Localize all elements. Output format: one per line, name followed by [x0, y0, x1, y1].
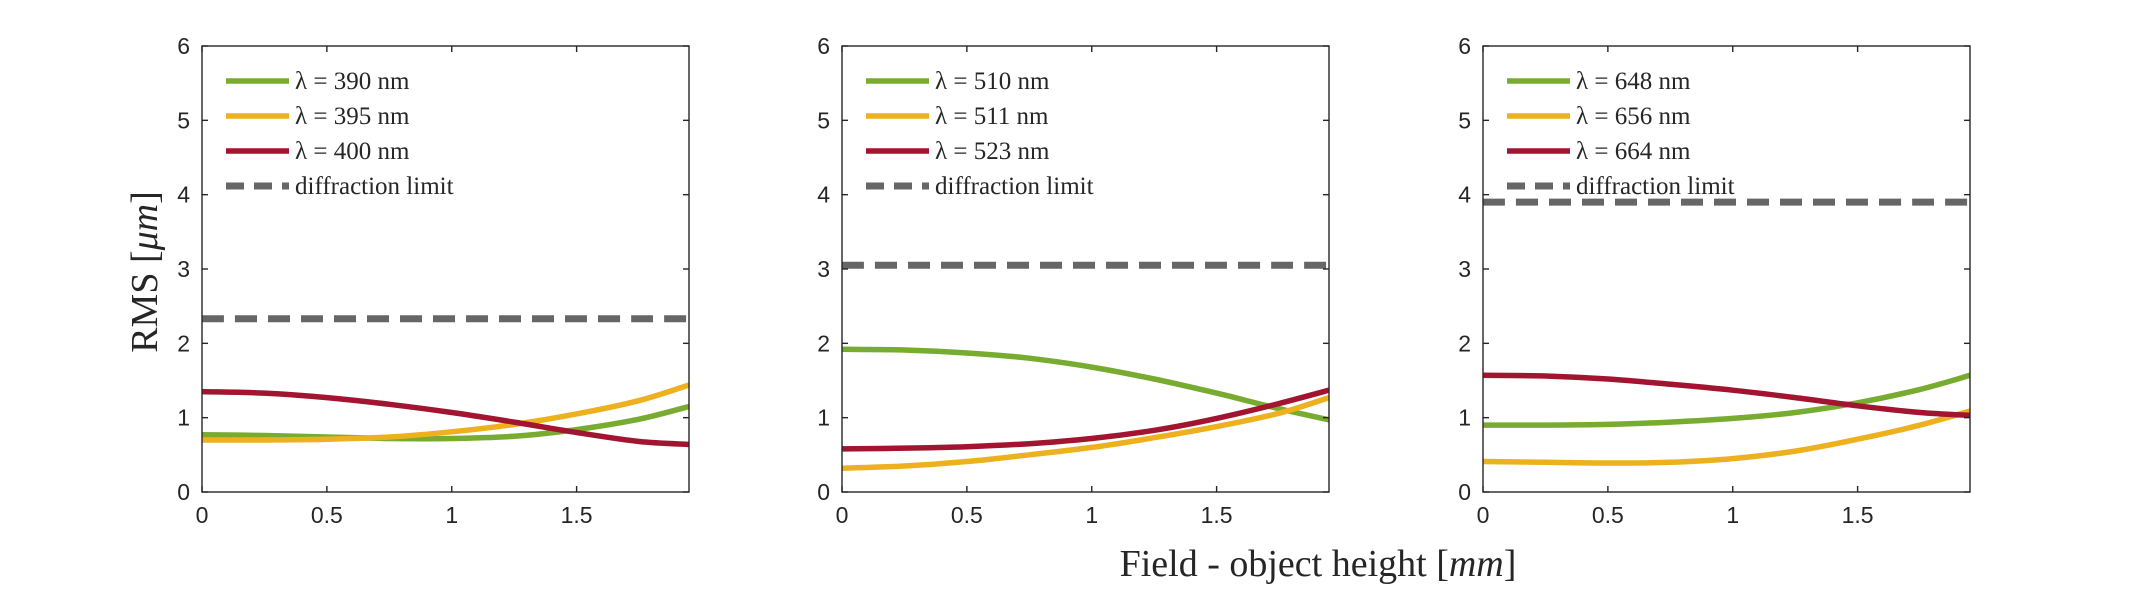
chart-panel-1: 0 1 2 3 4 5 6 0 0.5 1 1.5 λ = 390 nm λ = 395 nm λ = 4… [177, 33, 690, 528]
y-tick-label: 1 [1458, 405, 1471, 431]
x-tick-label: 0 [1477, 502, 1490, 528]
plot-area [842, 46, 1329, 492]
legend-entry: λ = 510 nm [935, 68, 1050, 95]
y-tick-label: 0 [817, 479, 830, 505]
x-tick-label: 0.5 [951, 502, 983, 528]
series-line [202, 382, 689, 443]
y-axis-title: RMS [μm] [124, 191, 166, 353]
y-tick-label: 5 [177, 107, 190, 133]
plot-area [202, 46, 689, 492]
y-tick-label: 6 [1458, 33, 1471, 59]
legend: λ = 510 nm λ = 511 nm λ = 523 nm diffractio… [866, 68, 1094, 200]
x-tick-label: 0 [836, 502, 849, 528]
y-tick-label: 3 [1458, 256, 1471, 282]
y-tick-label: 3 [177, 256, 190, 282]
x-axis-title: Field - object height [mm] [1120, 543, 1517, 585]
legend: λ = 390 nm λ = 395 nm λ = 400 nm diffractio… [226, 68, 454, 200]
legend-entry: λ = 511 nm [935, 103, 1049, 130]
legend-entry: λ = 656 nm [1576, 103, 1691, 130]
legend-entry: λ = 648 nm [1576, 68, 1691, 95]
series-line [842, 387, 1329, 452]
legend-entry: diffraction limit [935, 173, 1094, 200]
y-tick-label: 4 [177, 182, 190, 208]
legend-entry: diffraction limit [1576, 173, 1735, 200]
x-tick-label: 1.5 [561, 502, 593, 528]
y-tick-label: 6 [177, 33, 190, 59]
series-lines [842, 261, 1329, 471]
x-tick-label: 1 [1085, 502, 1098, 528]
x-tick-label: 0.5 [311, 502, 343, 528]
y-tick-label: 6 [817, 33, 830, 59]
legend-entry: λ = 395 nm [295, 103, 410, 130]
x-tick-label: 1 [445, 502, 458, 528]
y-tick-label: 2 [817, 330, 830, 356]
y-tick-label: 5 [817, 107, 830, 133]
y-tick-label: 3 [817, 256, 830, 282]
x-tick-label: 1 [1726, 502, 1739, 528]
series-line [1483, 372, 1970, 419]
y-tick-label: 1 [817, 405, 830, 431]
legend-entry: diffraction limit [295, 173, 454, 200]
legend-entry: λ = 390 nm [295, 68, 410, 95]
series-line [842, 394, 1329, 471]
series-lines [202, 315, 689, 448]
y-tick-label: 2 [1458, 330, 1471, 356]
legend-entry: λ = 664 nm [1576, 138, 1691, 165]
series-line [202, 388, 689, 448]
legend-entry: λ = 523 nm [935, 138, 1050, 165]
chart-panels: 0 1 2 3 4 5 6 0 0.5 1 1.5 λ = 390 nm λ = 395 nm λ = 4… [177, 33, 1971, 528]
y-tick-label: 0 [177, 479, 190, 505]
series-line [1483, 372, 1970, 428]
y-tick-label: 2 [177, 330, 190, 356]
legend-entry: λ = 400 nm [295, 138, 410, 165]
x-tick-label: 0.5 [1592, 502, 1624, 528]
x-tick-label: 1.5 [1201, 502, 1233, 528]
x-tick-label: 1.5 [1842, 502, 1874, 528]
series-line [842, 346, 1329, 423]
y-tick-label: 0 [1458, 479, 1471, 505]
y-tick-label: 4 [817, 182, 830, 208]
legend: λ = 648 nm λ = 656 nm λ = 664 nm diffractio… [1507, 68, 1735, 200]
x-tick-label: 0 [196, 502, 209, 528]
y-tick-label: 5 [1458, 107, 1471, 133]
y-tick-label: 1 [177, 405, 190, 431]
series-line [202, 403, 689, 442]
series-lines [1483, 198, 1970, 466]
y-tick-label: 4 [1458, 182, 1471, 208]
series-line [1483, 408, 1970, 466]
